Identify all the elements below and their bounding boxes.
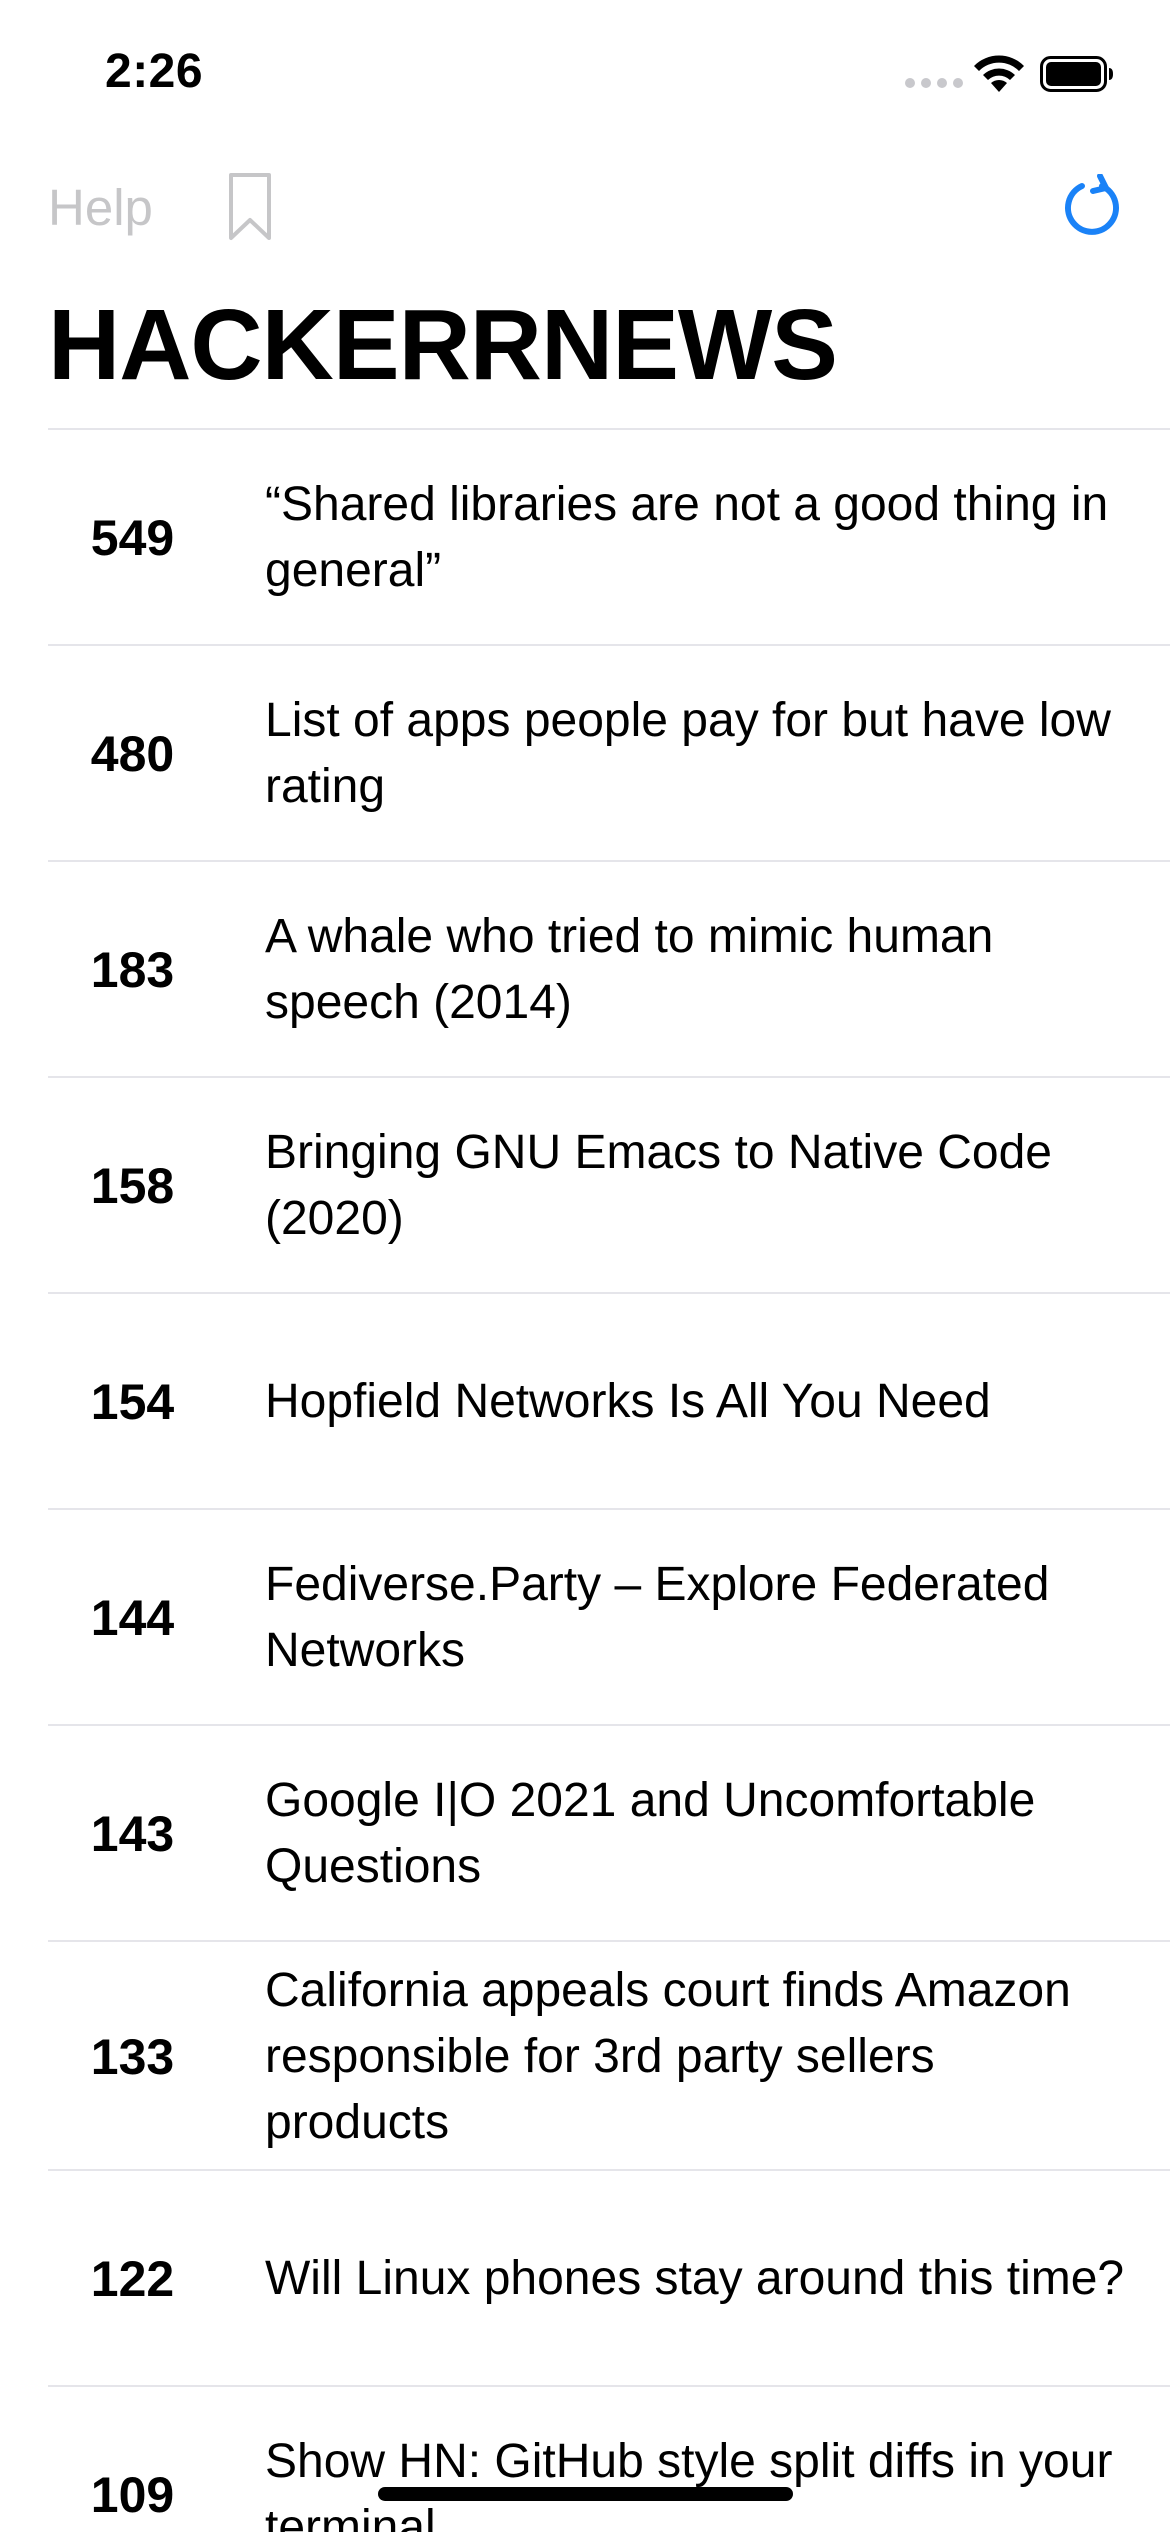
story-row[interactable]: 143 Google I|O 2021 and Uncomfortable Qu… xyxy=(0,1726,1170,1942)
story-score: 144 xyxy=(90,1590,175,1646)
story-row[interactable]: 549 “Shared libraries are not a good thi… xyxy=(0,430,1170,646)
story-score: 122 xyxy=(90,2251,175,2307)
story-score: 480 xyxy=(90,726,175,782)
story-row[interactable]: 158 Bringing GNU Emacs to Native Code (2… xyxy=(0,1078,1170,1294)
story-title: Hopfield Networks Is All You Need xyxy=(265,1375,991,1428)
story-row[interactable]: 480 List of apps people pay for but have… xyxy=(0,646,1170,862)
status-time: 2:26 xyxy=(105,45,204,98)
story-row[interactable]: 109 Show HN: GitHub style split diffs in… xyxy=(0,2387,1170,2532)
home-indicator[interactable] xyxy=(378,2487,793,2501)
story-title: Fediverse.Party – Explore Federated Netw… xyxy=(265,1558,1050,1677)
story-title: A whale who tried to mimic human speech … xyxy=(265,910,994,1029)
wifi-icon xyxy=(974,55,1024,92)
divider xyxy=(48,428,1170,430)
story-score: 549 xyxy=(90,510,175,566)
status-bar: 2:26 xyxy=(0,0,1170,140)
story-title: “Shared libraries are not a good thing i… xyxy=(265,478,1109,597)
refresh-icon[interactable] xyxy=(1060,174,1124,238)
story-row[interactable]: 183 A whale who tried to mimic human spe… xyxy=(0,862,1170,1078)
story-score: 133 xyxy=(90,2028,175,2085)
help-button[interactable]: Help xyxy=(48,179,153,236)
story-title: List of apps people pay for but have low… xyxy=(265,694,1111,813)
story-score: 143 xyxy=(90,1806,175,1862)
story-score: 109 xyxy=(90,2467,175,2523)
story-row[interactable]: 122 Will Linux phones stay around this t… xyxy=(0,2171,1170,2387)
story-row[interactable]: 133 California appeals court finds Amazo… xyxy=(0,1942,1170,2171)
battery-icon xyxy=(1040,56,1113,92)
story-score: 158 xyxy=(90,1158,175,1214)
story-list: 549 “Shared libraries are not a good thi… xyxy=(0,430,1170,2532)
cellular-signal-icon xyxy=(905,78,963,88)
bookmark-icon[interactable] xyxy=(228,172,272,242)
story-title: Bringing GNU Emacs to Native Code (2020) xyxy=(265,1126,1052,1245)
story-score: 154 xyxy=(90,1374,175,1430)
story-title: Will Linux phones stay around this time? xyxy=(265,2252,1125,2305)
story-title: California appeals court finds Amazon re… xyxy=(265,1963,1071,2149)
story-score: 183 xyxy=(90,942,175,998)
story-row[interactable]: 144 Fediverse.Party – Explore Federated … xyxy=(0,1510,1170,1726)
story-row[interactable]: 154 Hopfield Networks Is All You Need xyxy=(0,1294,1170,1510)
page-title: HACKERRNEWS xyxy=(48,289,838,401)
story-title: Google I|O 2021 and Uncomfortable Questi… xyxy=(265,1774,1036,1893)
story-title: Show HN: GitHub style split diffs in you… xyxy=(265,2435,1113,2532)
